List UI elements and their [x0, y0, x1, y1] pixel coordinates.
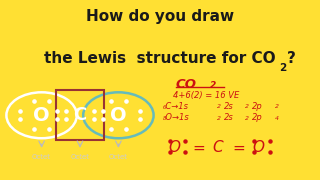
Text: Octet: Octet	[32, 154, 51, 160]
Text: ₈O→1s: ₈O→1s	[163, 113, 190, 122]
Text: O: O	[168, 140, 180, 155]
Text: 2s: 2s	[224, 113, 234, 122]
Text: O: O	[33, 106, 50, 125]
Text: 2: 2	[279, 63, 286, 73]
Text: 4: 4	[275, 116, 279, 121]
Text: =: =	[192, 140, 205, 155]
Text: ₆C→1s: ₆C→1s	[163, 102, 189, 111]
Text: C: C	[213, 140, 223, 155]
Text: 2p: 2p	[252, 113, 263, 122]
Text: Octet: Octet	[109, 154, 128, 160]
Text: 2: 2	[245, 104, 249, 109]
Text: 2: 2	[211, 81, 217, 90]
Text: How do you draw: How do you draw	[86, 9, 234, 24]
Text: O: O	[110, 106, 127, 125]
Text: 2: 2	[275, 104, 279, 109]
Text: 4+6(2) = 16 VE: 4+6(2) = 16 VE	[173, 91, 239, 100]
Text: 2: 2	[245, 116, 249, 121]
Text: 2p: 2p	[252, 102, 263, 111]
Text: 2: 2	[217, 104, 221, 109]
Text: the Lewis  structure for CO: the Lewis structure for CO	[44, 51, 276, 66]
Bar	[56, 90, 104, 140]
Text: 2: 2	[217, 116, 221, 121]
Text: =: =	[232, 140, 245, 155]
Text: ?: ?	[287, 51, 296, 66]
Text: Octet: Octet	[70, 154, 90, 160]
Text: 2s: 2s	[224, 102, 234, 111]
Text: CO: CO	[176, 78, 197, 91]
Text: C: C	[73, 106, 87, 124]
Text: O: O	[253, 140, 265, 155]
